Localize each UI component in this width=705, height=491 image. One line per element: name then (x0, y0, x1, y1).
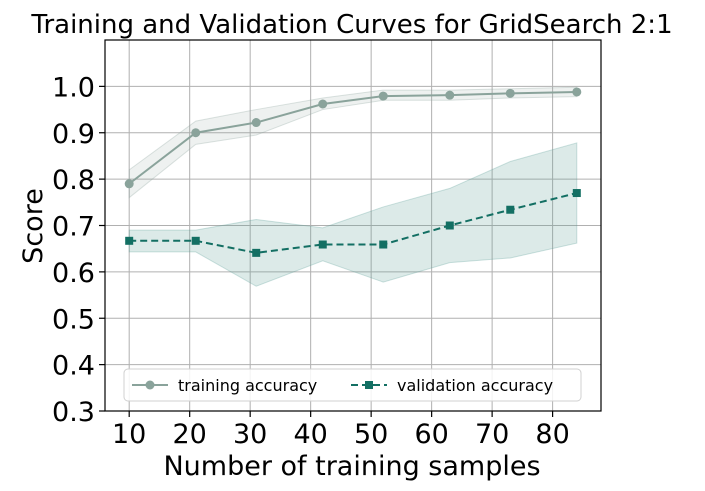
x-tick-label: 70 (475, 419, 509, 450)
validation-point (379, 240, 388, 249)
training-point (505, 88, 515, 98)
x-tick-label: 20 (173, 419, 207, 450)
validation-point (445, 221, 454, 230)
grid (105, 40, 601, 412)
legend-marker-validation (365, 381, 373, 389)
confidence-bands (128, 86, 578, 287)
training-point (191, 128, 201, 138)
x-tick-label: 30 (233, 419, 267, 450)
y-tick-label: 0.3 (52, 397, 95, 428)
validation-point (318, 240, 327, 249)
training-point (251, 118, 261, 128)
y-tick-label: 1.0 (52, 72, 95, 103)
training-point (318, 99, 328, 109)
band-validation (128, 142, 578, 287)
validation-point (252, 248, 261, 257)
training-point (378, 91, 388, 101)
legend-label-validation: validation accuracy (397, 376, 553, 395)
x-tick-label: 10 (112, 419, 146, 450)
chart-title: Training and Validation Curves for GridS… (30, 10, 672, 40)
series-lines (128, 90, 578, 254)
legend-marker-training (145, 380, 155, 390)
x-tick-label: 50 (354, 419, 388, 450)
x-tick-label: 40 (293, 419, 327, 450)
y-tick-label: 0.7 (52, 212, 95, 243)
series-markers (124, 87, 582, 257)
x-tick-label: 80 (535, 419, 569, 450)
training-point (572, 87, 582, 97)
y-axis-label: Score (18, 188, 49, 264)
band-training (128, 86, 578, 199)
training-point (445, 90, 455, 100)
validation-point (191, 236, 200, 245)
line-training (128, 90, 577, 185)
y-tick-label: 0.9 (52, 119, 95, 150)
y-tick-label: 0.5 (52, 304, 95, 335)
x-tick-label: 60 (414, 419, 448, 450)
y-tick-label: 0.8 (52, 165, 95, 196)
legend-label-training: training accuracy (178, 376, 317, 395)
validation-point (572, 189, 581, 198)
y-tick-label: 0.6 (52, 258, 95, 289)
x-axis-label: Number of training samples (163, 451, 540, 482)
line-validation (129, 192, 578, 254)
legend: training accuracy validation accuracy (123, 368, 582, 402)
validation-point (125, 236, 134, 245)
y-tick-label: 0.4 (52, 351, 95, 382)
training-point (124, 179, 134, 189)
axis-ticks: 10 20 30 40 50 60 70 80 0.3 0.4 0.5 0.6 0.7 0.8 0.9 1.0 (52, 72, 570, 450)
validation-point (506, 205, 515, 214)
